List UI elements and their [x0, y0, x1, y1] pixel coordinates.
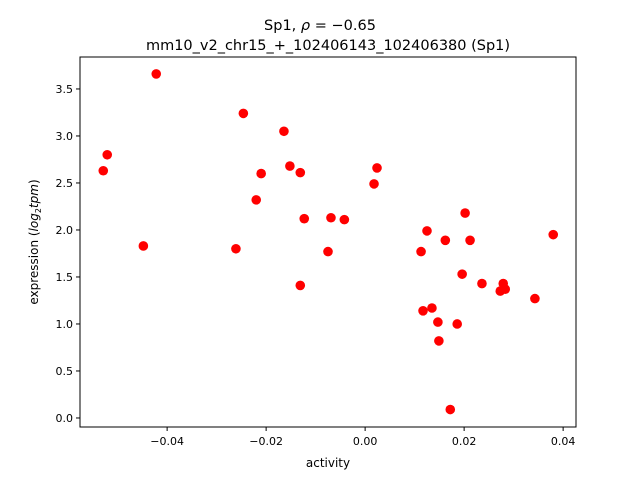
plot-area: −0.04 −0.02 0.00 0.02 0.04 0.0 0.5 1.0 1.5 2.0 2.5… — [56, 69, 576, 448]
data-point — [460, 208, 470, 218]
x-tick-label: −0.04 — [150, 435, 184, 448]
data-point — [231, 243, 241, 254]
data-point — [422, 226, 432, 236]
y-tick-label: 0.5 — [56, 365, 74, 378]
data-point — [433, 317, 443, 327]
y-tick-label: 2.5 — [56, 177, 74, 190]
data-point — [285, 161, 295, 171]
data-point — [427, 303, 437, 313]
data-point — [434, 336, 444, 346]
data-point — [339, 214, 350, 225]
y-tick-label: 2.0 — [56, 224, 74, 237]
data-point — [295, 280, 306, 291]
data-point — [500, 284, 511, 294]
x-tick-label: 0.00 — [353, 435, 378, 448]
data-point — [326, 212, 336, 223]
data-point — [372, 163, 382, 173]
data-point — [279, 126, 289, 137]
x-tick-label: −0.02 — [249, 435, 283, 448]
y-tick-label: 0.0 — [56, 412, 74, 425]
data-point — [418, 306, 428, 316]
chart-title-line2: mm10_v2_chr15_+_102406143_102406380 (Sp1… — [146, 38, 510, 54]
data-point — [465, 235, 475, 246]
y-tick-label: 1.5 — [56, 271, 74, 284]
x-axis-label: activity — [306, 456, 350, 470]
data-point — [295, 167, 306, 178]
axes-frame — [79, 56, 577, 428]
x-tick-label: 0.02 — [452, 435, 477, 448]
y-tick-label: 3.0 — [56, 130, 74, 143]
y-tick-label: 1.0 — [56, 318, 74, 331]
data-point — [238, 108, 249, 119]
data-point — [530, 293, 540, 304]
data-point — [477, 278, 487, 289]
data-point — [151, 69, 162, 79]
data-point — [102, 149, 113, 160]
data-point — [138, 241, 149, 251]
data-point — [440, 235, 451, 246]
data-point — [548, 229, 559, 240]
data-point — [452, 319, 462, 329]
data-point — [256, 168, 266, 179]
y-tick-label: 3.5 — [56, 83, 74, 96]
y-axis-label: expression (log2tpm) — [27, 179, 43, 304]
data-point — [416, 246, 426, 257]
data-point — [369, 179, 379, 189]
data-point — [445, 404, 456, 415]
x-tick-label: 0.04 — [551, 435, 576, 448]
data-point — [98, 165, 109, 176]
chart-title-line1: Sp1, ρ = −0.65 — [264, 18, 376, 34]
data-point — [251, 195, 262, 205]
data-point — [299, 213, 310, 224]
data-point — [323, 246, 333, 257]
data-point — [457, 269, 467, 279]
